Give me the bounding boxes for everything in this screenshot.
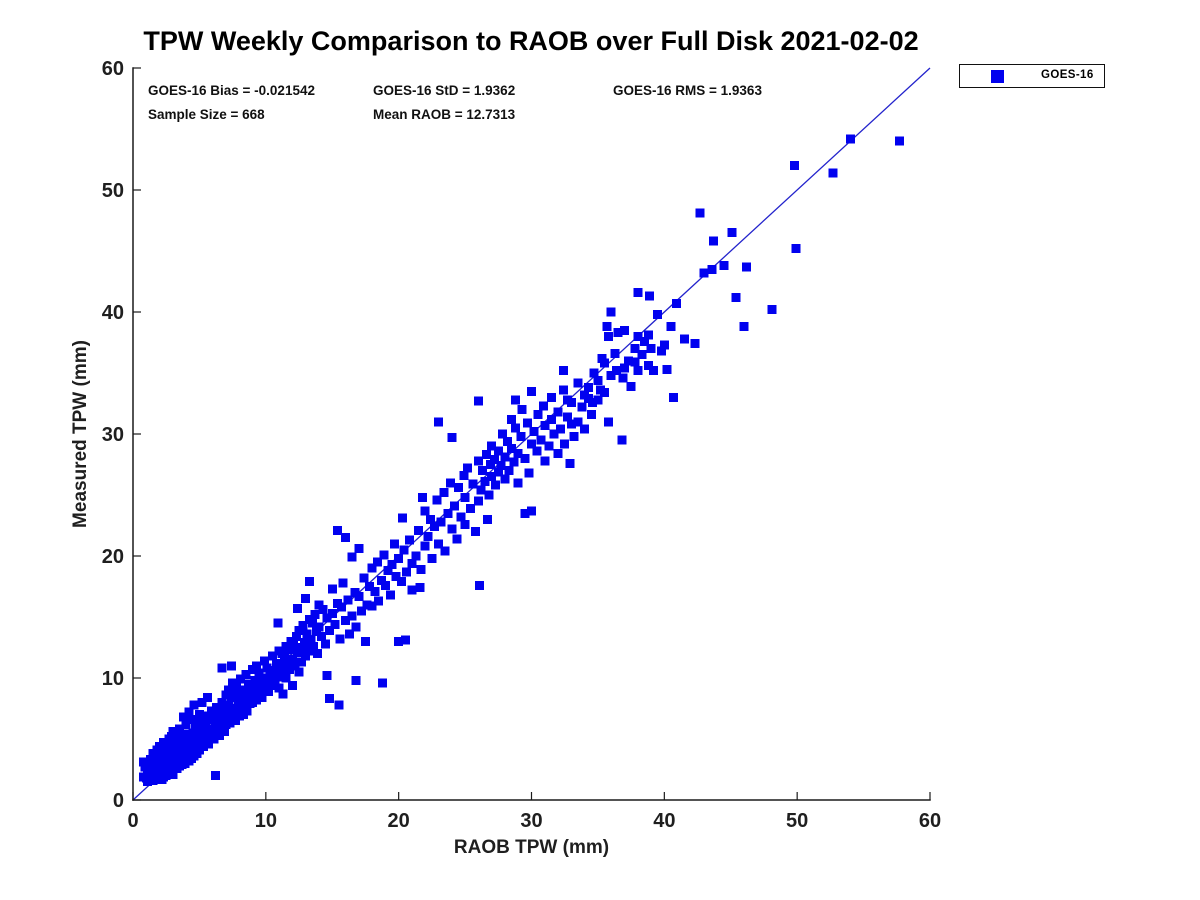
svg-text:60: 60 bbox=[102, 58, 124, 80]
stat-sample-size: Sample Size = 668 bbox=[148, 107, 265, 122]
stat-bias: GOES-16 Bias = -0.021542 bbox=[148, 83, 315, 98]
stat-mean-raob: Mean RAOB = 12.7313 bbox=[373, 107, 516, 122]
scatter-points bbox=[139, 134, 904, 787]
svg-text:50: 50 bbox=[786, 810, 808, 832]
tick-marks bbox=[132, 67, 931, 801]
legend-square-marker-icon bbox=[991, 69, 1004, 83]
y-axis-label: Measured TPW (mm) bbox=[70, 340, 91, 528]
x-axis-label: RAOB TPW (mm) bbox=[454, 837, 609, 858]
svg-text:40: 40 bbox=[653, 810, 675, 832]
svg-text:50: 50 bbox=[102, 180, 124, 202]
svg-text:0: 0 bbox=[127, 810, 138, 832]
svg-text:10: 10 bbox=[102, 668, 124, 690]
svg-text:0: 0 bbox=[113, 790, 124, 812]
svg-text:10: 10 bbox=[255, 810, 277, 832]
legend-label: GOES-16 bbox=[1041, 69, 1094, 82]
stat-std: GOES-16 StD = 1.9362 bbox=[373, 83, 516, 98]
chart-title: TPW Weekly Comparison to RAOB over Full … bbox=[143, 26, 919, 56]
svg-text:40: 40 bbox=[102, 302, 124, 324]
x-tick-labels: 0 10 20 30 40 50 60 bbox=[127, 810, 941, 832]
svg-text:20: 20 bbox=[388, 810, 410, 832]
svg-text:30: 30 bbox=[520, 810, 542, 832]
svg-text:30: 30 bbox=[102, 424, 124, 446]
y-tick-labels: 0 10 20 30 40 50 60 bbox=[102, 58, 124, 812]
legend-box: GOES-16 bbox=[959, 64, 1105, 88]
stat-rms: GOES-16 RMS = 1.9363 bbox=[613, 83, 762, 98]
svg-text:20: 20 bbox=[102, 546, 124, 568]
svg-text:60: 60 bbox=[919, 810, 941, 832]
